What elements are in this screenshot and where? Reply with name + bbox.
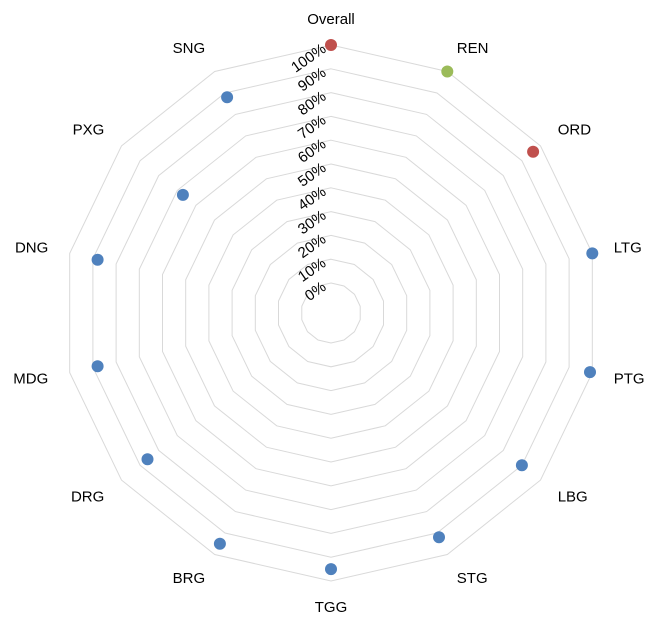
data-point-ord <box>527 145 540 158</box>
tick-label: 60% <box>295 136 329 167</box>
category-label-pxg: PXG <box>73 122 105 139</box>
category-label-layer: Overall REN ORD LTG PTG LBG STG TGG BRG DRG MDG DNG… <box>13 11 644 616</box>
tick-label: 40% <box>295 183 329 214</box>
category-label-ptg: PTG <box>614 370 645 387</box>
category-label-ord: ORD <box>558 122 592 139</box>
category-label-sng: SNG <box>173 40 206 57</box>
data-point-dng <box>91 253 104 266</box>
category-label-brg: BRG <box>173 570 206 587</box>
grid-ring <box>115 92 547 534</box>
grid-ring <box>69 44 593 582</box>
data-point-mdg <box>91 360 104 373</box>
data-point-sng <box>221 91 234 104</box>
data-point-ptg <box>584 366 596 379</box>
category-label-overall: Overall <box>307 11 355 28</box>
category-label-ren: REN <box>457 40 489 57</box>
tick-label: 80% <box>295 88 329 119</box>
data-point-ren <box>441 65 454 78</box>
tick-label: 30% <box>295 207 329 238</box>
grid-ring <box>185 163 477 463</box>
grid-ring <box>92 68 570 558</box>
tick-label: 50% <box>295 159 329 190</box>
tick-label: 10% <box>295 255 329 286</box>
grid-ring <box>208 187 454 439</box>
category-label-drg: DRG <box>71 488 104 505</box>
grid-ring <box>301 282 361 344</box>
data-point-pxg <box>176 188 189 201</box>
grid-layer <box>69 44 593 582</box>
category-label-stg: STG <box>457 570 488 587</box>
category-label-ltg: LTG <box>614 240 642 257</box>
data-point-lbg <box>515 459 528 472</box>
grid-ring <box>162 139 500 487</box>
grid-ring <box>138 115 524 511</box>
grid-ring <box>278 258 384 368</box>
data-point-brg <box>213 537 226 550</box>
category-label-mdg: MDG <box>13 370 48 387</box>
grid-ring <box>254 234 408 392</box>
data-point-overall <box>325 39 337 51</box>
data-point-layer <box>91 39 599 576</box>
tick-label: 20% <box>295 231 329 262</box>
category-label-tgg: TGG <box>315 599 348 616</box>
tick-label: 70% <box>295 112 329 143</box>
category-label-dng: DNG <box>15 240 48 257</box>
category-label-lbg: LBG <box>558 488 588 505</box>
data-point-tgg <box>325 563 337 576</box>
data-point-drg <box>141 453 154 466</box>
grid-ring <box>231 211 431 415</box>
data-point-ltg <box>586 247 599 260</box>
data-point-stg <box>433 531 445 544</box>
